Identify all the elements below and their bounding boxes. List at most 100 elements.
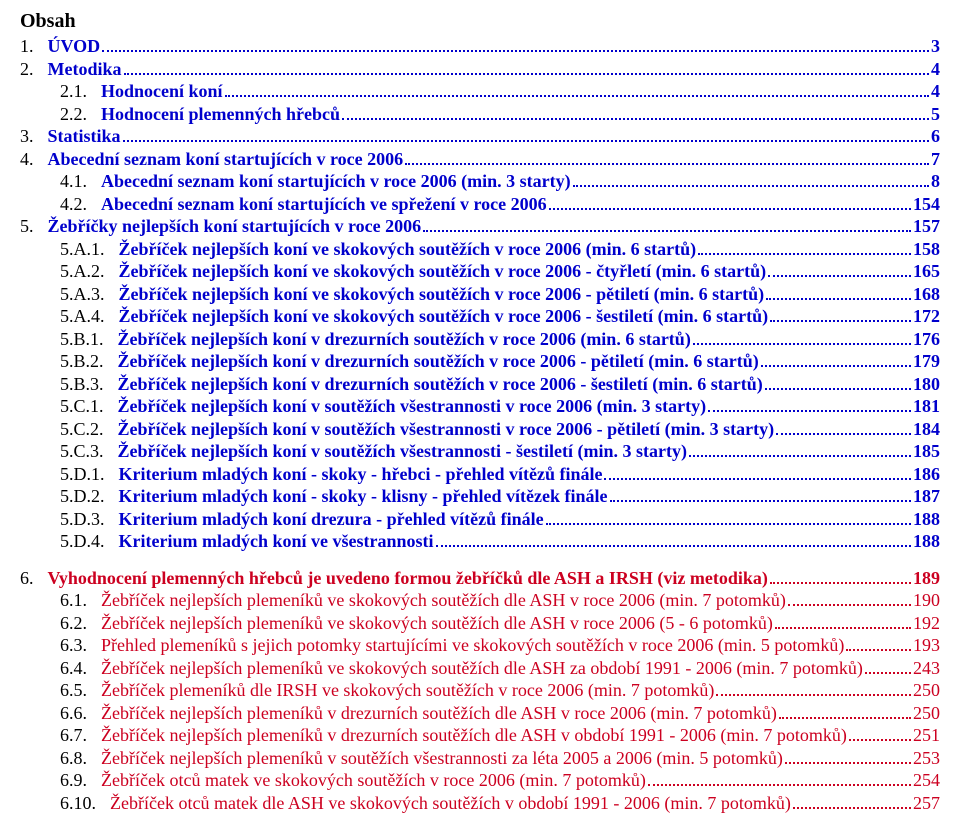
toc-page-number: 190	[913, 589, 940, 612]
toc-label: Žebříček nejlepších plemeníků ve skokový…	[101, 589, 786, 612]
page-title: Obsah	[20, 10, 940, 33]
toc-page-number: 154	[913, 193, 940, 216]
toc-row[interactable]: 5.A.4.Žebříček nejlepších koní ve skokov…	[20, 305, 940, 328]
toc-label: Žebříček otců matek ve skokových soutěží…	[101, 769, 646, 792]
toc-row[interactable]: 5.A.2.Žebříček nejlepších koní ve skokov…	[20, 260, 940, 283]
toc-number: 6.10.	[60, 792, 96, 815]
toc-page-number: 251	[913, 724, 940, 747]
toc-row[interactable]: 5.B.2.Žebříček nejlepších koní v drezurn…	[20, 350, 940, 373]
toc-label: Žebříček nejlepších koní ve skokových so…	[119, 305, 769, 328]
toc-row[interactable]: 5.D.3.Kriterium mladých koní drezura - p…	[20, 508, 940, 531]
toc-label: Žebříček nejlepších plemeníků v soutěžíc…	[101, 747, 783, 770]
toc-row[interactable]: 5.D.4.Kriterium mladých koní ve všestran…	[20, 530, 940, 553]
toc-number: 6.	[20, 567, 34, 590]
toc-row[interactable]: 5.C.1.Žebříček nejlepších koní v soutěží…	[20, 395, 940, 418]
toc-row[interactable]: 4.2. Abecední seznam koní startujících ve…	[20, 193, 940, 216]
toc-page-number: 168	[913, 283, 940, 306]
toc-row[interactable]: 5.A.3.Žebříček nejlepších koní ve skokov…	[20, 283, 940, 306]
toc-number: 5.B.1.	[60, 328, 104, 351]
toc-number: 5.	[20, 215, 34, 238]
toc-label: Žebříčky nejlepších koní startujících v …	[48, 215, 422, 238]
toc-number: 5.B.2.	[60, 350, 104, 373]
table-of-contents: 1. ÚVOD 32.Metodika42.1.Hodnocení koní42.2…	[20, 35, 940, 814]
toc-number: 4.2.	[60, 193, 87, 216]
toc-number: 6.2.	[60, 612, 87, 635]
toc-page-number: 179	[913, 350, 940, 373]
toc-label: Kriterium mladých koní - skoky - hřebci …	[119, 463, 603, 486]
toc-label: ÚVOD	[48, 35, 101, 58]
toc-row[interactable]: 6.10.Žebříček otců matek dle ASH ve skok…	[20, 792, 940, 815]
toc-number: 5.A.3.	[60, 283, 105, 306]
toc-page-number: 184	[913, 418, 940, 441]
toc-leader-dots	[849, 726, 911, 741]
toc-row[interactable]: 6.7.Žebříček nejlepších plemeníků v drez…	[20, 724, 940, 747]
toc-row[interactable]: 4.Abecední seznam koní startujících v ro…	[20, 148, 940, 171]
toc-row[interactable]: 5.D.2.Kriterium mladých koní - skoky - k…	[20, 485, 940, 508]
toc-page-number: 193	[913, 634, 940, 657]
toc-row[interactable]: 3.Statistika6	[20, 125, 940, 148]
toc-row[interactable]: 2.2. Hodnocení plemenných hřebců 5	[20, 103, 940, 126]
toc-row[interactable]: 5.D.1.Kriterium mladých koní - skoky - h…	[20, 463, 940, 486]
toc-page-number: 158	[913, 238, 940, 261]
toc-page-number: 189	[913, 567, 940, 590]
toc-leader-dots	[124, 60, 930, 75]
toc-page-number: 165	[913, 260, 940, 283]
toc-row[interactable]: 1. ÚVOD 3	[20, 35, 940, 58]
toc-leader-dots	[788, 591, 911, 606]
toc-number: 5.C.3.	[60, 440, 104, 463]
toc-row[interactable]: 6.8.Žebříček nejlepších plemeníků v sout…	[20, 747, 940, 770]
toc-row[interactable]: 6.5.Žebříček plemeníků dle IRSH ve skoko…	[20, 679, 940, 702]
toc-label: Žebříček nejlepších plemeníků ve skokový…	[101, 612, 773, 635]
toc-number: 6.9.	[60, 769, 87, 792]
toc-label: Abecední seznam koní startujících ve spř…	[101, 193, 547, 216]
toc-spacer	[20, 553, 940, 567]
toc-page-number: 257	[913, 792, 940, 815]
toc-label: Přehled plemeníků s jejich potomky start…	[101, 634, 844, 657]
toc-leader-dots	[761, 352, 911, 367]
toc-number: 2.2.	[60, 103, 87, 126]
toc-row[interactable]: 6.1.Žebříček nejlepších plemeníků ve sko…	[20, 589, 940, 612]
toc-number: 5.C.1.	[60, 395, 104, 418]
toc-page-number: 186	[913, 463, 940, 486]
toc-row[interactable]: 5.C.2. Žebříček nejlepších koní v soutěží…	[20, 418, 940, 441]
toc-page-number: 3	[931, 35, 940, 58]
toc-label: Žebříček nejlepších koní v soutěžích vše…	[118, 418, 775, 441]
toc-leader-dots	[342, 105, 929, 120]
toc-page-number: 185	[913, 440, 940, 463]
toc-leader-dots	[865, 659, 911, 674]
toc-row[interactable]: 5.A.1.Žebříček nejlepších koní ve skokov…	[20, 238, 940, 261]
toc-leader-dots	[779, 704, 911, 719]
toc-row[interactable]: 5.B.1. Žebříček nejlepších koní v drezurn…	[20, 328, 940, 351]
toc-label: Statistika	[48, 125, 121, 148]
toc-page-number: 4	[931, 58, 940, 81]
toc-page-number: 6	[931, 125, 940, 148]
toc-row[interactable]: 6. Vyhodnocení plemenných hřebců je uvede…	[20, 567, 940, 590]
toc-label: Žebříček nejlepších koní v soutěžích vše…	[118, 440, 687, 463]
toc-leader-dots	[436, 532, 912, 547]
toc-row[interactable]: 6.2. Žebříček nejlepších plemeníků ve sko…	[20, 612, 940, 635]
toc-row[interactable]: 2.1.Hodnocení koní4	[20, 80, 940, 103]
toc-leader-dots	[770, 307, 911, 322]
toc-page-number: 192	[913, 612, 940, 635]
toc-page-number: 253	[913, 747, 940, 770]
toc-row[interactable]: 6.4.Žebříček nejlepších plemeníků ve sko…	[20, 657, 940, 680]
toc-row[interactable]: 5.C.3. Žebříček nejlepších koní v soutěží…	[20, 440, 940, 463]
toc-label: Hodnocení plemenných hřebců	[101, 103, 340, 126]
toc-number: 1.	[20, 35, 34, 58]
toc-row[interactable]: 4.1.Abecední seznam koní startujících v …	[20, 170, 940, 193]
toc-row[interactable]: 5.B.3.Žebříček nejlepších koní v drezurn…	[20, 373, 940, 396]
toc-row[interactable]: 2.Metodika4	[20, 58, 940, 81]
toc-page-number: 188	[913, 508, 940, 531]
toc-number: 4.1.	[60, 170, 87, 193]
toc-row[interactable]: 6.9. Žebříček otců matek ve skokových sou…	[20, 769, 940, 792]
toc-number: 5.C.2.	[60, 418, 104, 441]
toc-label: Kriterium mladých koní ve všestrannosti	[119, 530, 434, 553]
toc-row[interactable]: 5. Žebříčky nejlepších koní startujících …	[20, 215, 940, 238]
toc-row[interactable]: 6.3.Přehled plemeníků s jejich potomky s…	[20, 634, 940, 657]
toc-label: Hodnocení koní	[101, 80, 223, 103]
toc-number: 5.D.3.	[60, 508, 105, 531]
toc-leader-dots	[765, 375, 911, 390]
toc-label: Vyhodnocení plemenných hřebců je uvedeno…	[48, 567, 768, 590]
toc-label: Žebříček nejlepších koní v drezurních so…	[118, 328, 691, 351]
toc-page-number: 5	[931, 103, 940, 126]
